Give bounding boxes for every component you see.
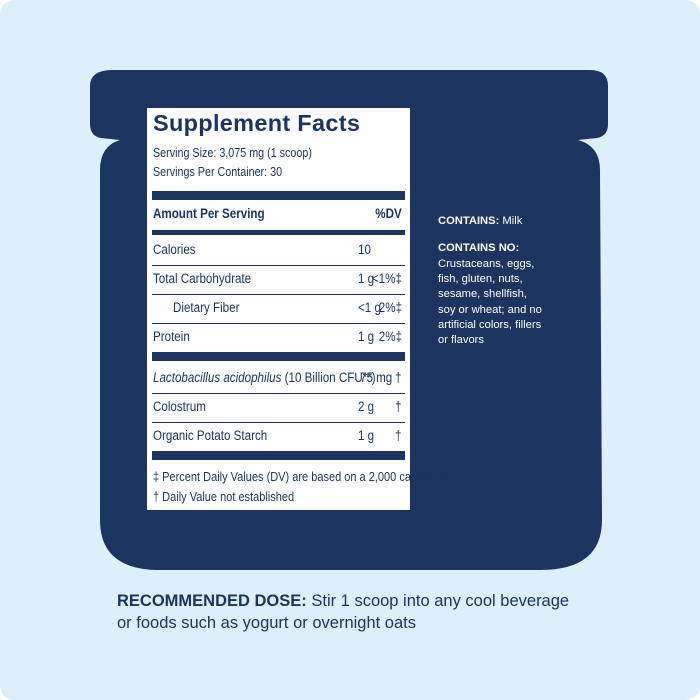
dv-header: %DV: [375, 206, 402, 221]
supplement-facts-panel: Supplement Facts Serving Size: 3,075 mg …: [147, 108, 453, 510]
contains-no-line: artificial colors, fillers: [438, 318, 542, 331]
contains-value: Milk: [499, 215, 523, 227]
thick-divider: [152, 191, 405, 200]
dose-text: Stir 1 scoop into any cool beverage or f…: [117, 592, 570, 632]
table-row: Dietary Fiber <1 g 2%‡: [173, 300, 402, 315]
contains-no-label: CONTAINS NO:: [438, 242, 520, 254]
footnote-dagger: † Daily Value not established: [153, 489, 295, 504]
contains-no-line: or flavors: [438, 334, 485, 347]
contains-no-line: fish, gluten, nuts,: [438, 273, 523, 286]
thick-divider: [152, 451, 405, 460]
table-row: Protein 1 g 2%‡: [153, 329, 402, 344]
table-row: Colostrum 2 g †: [153, 399, 402, 414]
contains-no-line: Crustaceans, eggs,: [438, 258, 535, 270]
table-row: Organic Potato Starch 1 g †: [153, 428, 402, 443]
thick-divider: [152, 352, 405, 361]
divider: [152, 422, 405, 423]
table-row: Total Carbohydrate 1 g <1%‡: [153, 271, 402, 286]
table-row: Calories 10: [153, 242, 371, 257]
contains-no-line: soy or wheat; and no: [438, 303, 542, 316]
table-row: Lactobacillus acidophilus (10 Billion CF…: [153, 370, 402, 385]
footnote-dv: ‡ Percent Daily Values (DV) are based on…: [153, 469, 453, 484]
divider: [152, 393, 405, 394]
dose-label: RECOMMENDED DOSE:: [117, 592, 307, 610]
serving-size: Serving Size: 3,075 mg (1 scoop): [153, 146, 312, 160]
amount-per-serving-label: Amount Per Serving: [153, 206, 265, 221]
servings-per-container: Servings Per Container: 30: [153, 165, 283, 179]
contains-label: CONTAINS:: [438, 215, 500, 227]
divider: [152, 294, 405, 295]
medium-divider: [152, 230, 405, 235]
divider: [152, 265, 405, 266]
ingredient-italic-name: Lactobacillus acidophilus: [153, 370, 282, 385]
contains-line: CONTAINS: Milk: [438, 214, 522, 229]
amount-header-row: Amount Per Serving %DV: [153, 206, 402, 226]
recommended-dose: RECOMMENDED DOSE: Stir 1 scoop into any …: [117, 590, 577, 634]
contains-no-list: Crustaceans, eggs, fish, gluten, nuts, s…: [438, 257, 542, 348]
divider: [152, 323, 405, 324]
contains-no-line: sesame, shellfish,: [438, 288, 527, 301]
facts-title: Supplement Facts: [153, 110, 361, 136]
